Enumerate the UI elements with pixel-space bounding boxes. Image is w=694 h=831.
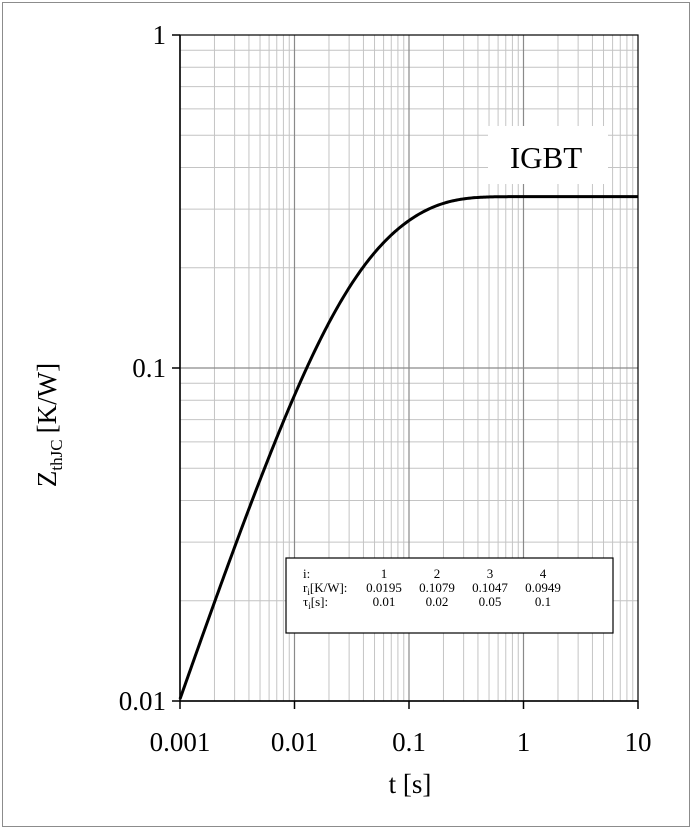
parameter-table-border [285, 557, 614, 634]
y-axis-label-unit: [K/W] [32, 363, 62, 433]
x-tick-label: 0.001 [150, 727, 211, 757]
x-tick-label: 10 [625, 727, 652, 757]
series-line-igbt [178, 195, 638, 700]
x-axis-label: t [s] [389, 769, 432, 799]
parameter-value: 4 [540, 566, 547, 581]
y-axis-label: ZthJC [K/W] [32, 363, 66, 487]
parameter-value: 1 [381, 566, 388, 581]
x-tick-label: 1 [517, 727, 531, 757]
x-tick-labels: 0.001 0.01 0.1 1 10 [150, 727, 652, 757]
parameter-value: 0.0949 [525, 580, 561, 595]
parameter-value: 0.02 [426, 594, 449, 609]
parameter-value: 0.01 [373, 594, 396, 609]
svg-text:ZthJC[K/W]: ZthJC [K/W] [32, 363, 66, 487]
parameter-value: 0.1079 [419, 580, 455, 595]
y-axis-label-main: Z [32, 471, 62, 488]
curve-label: IGBT [510, 140, 582, 175]
y-tick-label: 0.01 [119, 686, 166, 716]
parameter-row-label: τi[s]: [303, 594, 328, 611]
parameter-value: 0.05 [479, 594, 502, 609]
parameter-row-label: i: [303, 566, 310, 581]
parameter-row-label: ri[K/W]: [303, 580, 347, 597]
axes [172, 34, 639, 709]
parameter-value: 3 [487, 566, 494, 581]
y-axis-label-sub: thJC [47, 439, 66, 470]
parameter-value: 2 [434, 566, 441, 581]
parameter-value: 0.0195 [366, 580, 402, 595]
y-tick-labels: 0.01 0.1 1 [119, 20, 166, 716]
parameter-value: 0.1047 [472, 580, 508, 595]
y-tick-label: 1 [153, 20, 167, 50]
curve-label-box: IGBT [488, 126, 608, 184]
curve-label-bg [488, 126, 608, 184]
y-tick-label: 0.1 [132, 353, 166, 383]
parameter-table: i: 1 2 3 4 ri[K/W]: 0.0195 0.1079 0.1047 0.0949 τi… [285, 557, 614, 634]
x-tick-label: 0.01 [271, 727, 318, 757]
x-tick-label: 0.1 [392, 727, 426, 757]
parameter-value: 0.1 [535, 594, 551, 609]
